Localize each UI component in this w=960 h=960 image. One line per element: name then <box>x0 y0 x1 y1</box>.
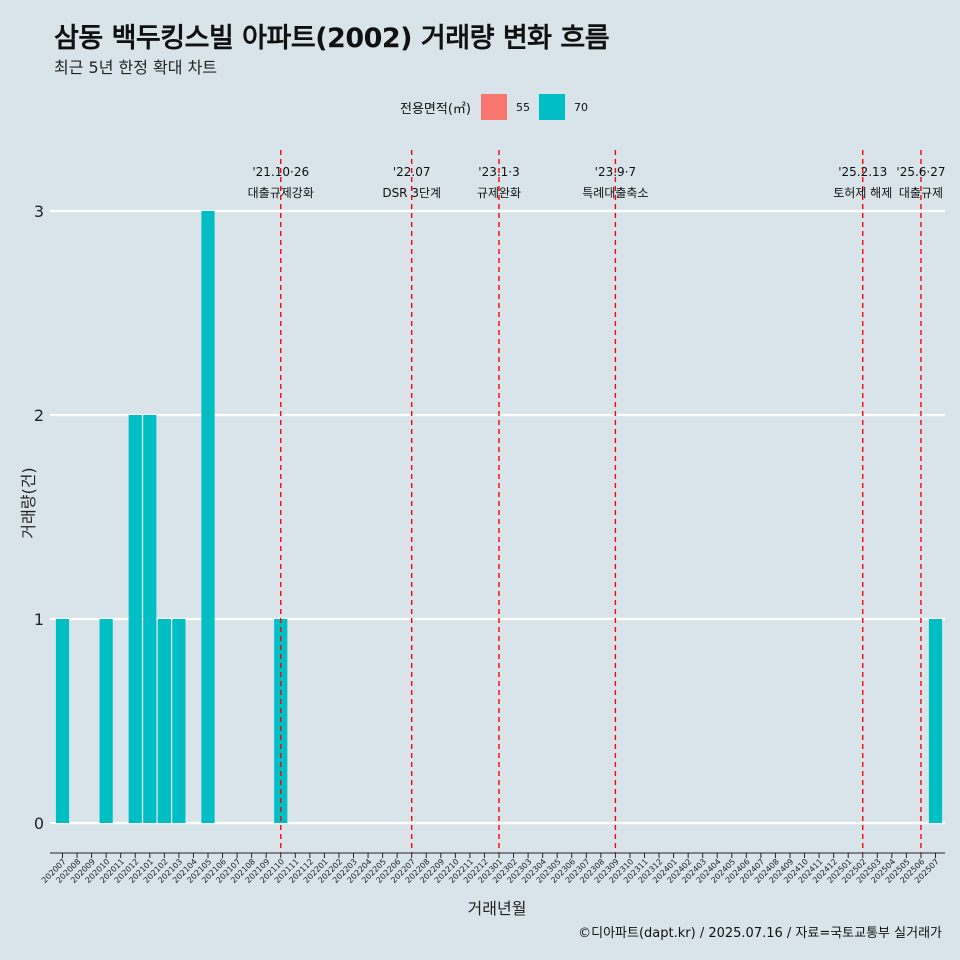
legend-label-55: 55 <box>515 100 530 114</box>
event-name-label: 대출규제 <box>899 186 943 200</box>
bar-70-202007 <box>55 619 70 823</box>
bar-70-202101 <box>143 415 157 823</box>
event-date-label: '25.2.13 <box>838 165 887 179</box>
legend: 전용면적(㎡) 55 70 <box>400 93 597 121</box>
bar-70-202102 <box>157 619 171 823</box>
legend-key-70 <box>538 94 565 120</box>
event-name-label: DSR 3단계 <box>382 186 441 200</box>
legend-key-55 <box>480 94 507 120</box>
y-tick-label: 2 <box>34 406 44 425</box>
chart-title: 삼동 백두킹스빌 아파트(2002) 거래량 변화 흐름 <box>54 23 610 54</box>
legend-label-70: 70 <box>573 100 588 114</box>
event-name-label: 토허제 해제 <box>833 186 892 200</box>
bar-70-202105 <box>201 211 215 823</box>
event-date-label: '22.07 <box>393 165 431 179</box>
bar-70-202103 <box>172 619 186 823</box>
event-name-label: 특례대출축소 <box>582 186 648 200</box>
bar-70-202012 <box>128 415 142 823</box>
event-date-label: '23.1·3 <box>478 165 519 179</box>
bar-70-202507 <box>928 619 943 823</box>
y-axis-title: 거래량(건) <box>19 467 38 538</box>
legend-title: 전용면적(㎡) <box>400 101 471 117</box>
event-date-label: '21.10·26 <box>252 165 309 179</box>
y-tick-label: 3 <box>34 202 44 221</box>
chart-subtitle: 최근 5년 한정 확대 차트 <box>54 58 218 77</box>
event-date-label: '23.9·7 <box>595 165 636 179</box>
bar-70-202010 <box>99 619 113 823</box>
x-axis-title: 거래년월 <box>468 899 527 918</box>
event-name-label: 규제완화 <box>477 186 521 200</box>
source-caption: ©디아파트(dapt.kr) / 2025.07.16 / 자료=국토교통부 실… <box>578 926 942 941</box>
event-date-label: '25.6·27 <box>896 165 945 179</box>
y-tick-label: 0 <box>34 814 44 833</box>
y-tick-label: 1 <box>34 610 44 629</box>
event-name-label: 대출규제강화 <box>248 186 314 200</box>
